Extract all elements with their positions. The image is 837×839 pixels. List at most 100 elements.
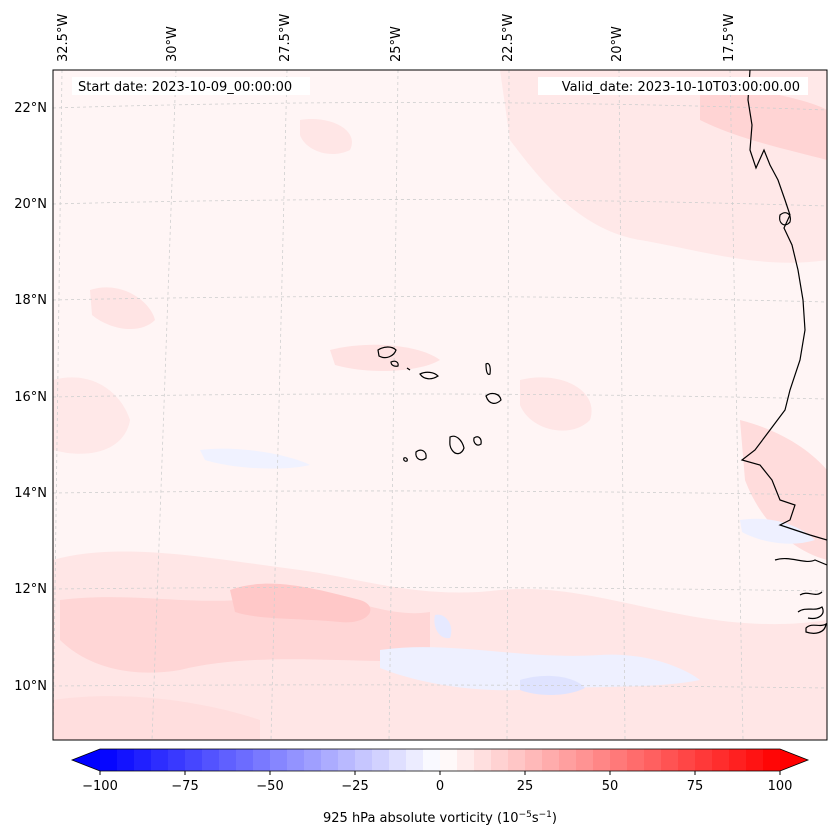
colorbar-tick-label: −50 bbox=[256, 779, 283, 794]
island-boa-vista bbox=[485, 392, 502, 404]
colorbar-cell bbox=[202, 749, 220, 771]
parallel-line bbox=[53, 393, 827, 400]
colorbar-cell bbox=[746, 749, 764, 771]
colorbar-ticks: −100 −75 −50 −25 0 25 50 75 100 bbox=[82, 771, 792, 794]
colorbar-cell bbox=[491, 749, 509, 771]
vorticity-field-blobs bbox=[53, 70, 827, 740]
colorbar-cell bbox=[389, 749, 407, 771]
parallel-line bbox=[53, 199, 827, 207]
map-frame bbox=[52, 69, 828, 741]
colorbar-cell bbox=[338, 749, 356, 771]
island-maio bbox=[473, 436, 482, 446]
lon-label: 30°W bbox=[165, 26, 180, 62]
island-brava bbox=[403, 457, 408, 462]
vorticity-blob-negative bbox=[740, 518, 815, 544]
colorbar-cell bbox=[270, 749, 288, 771]
coastline-islands bbox=[797, 606, 824, 620]
date-header: Start date: 2023-10-09_00:00:00 Valid_da… bbox=[72, 77, 808, 95]
meridian-line bbox=[729, 70, 744, 740]
colorbar-cell bbox=[287, 749, 305, 771]
colorbar-cell bbox=[576, 749, 594, 771]
colorbar-cell bbox=[117, 749, 135, 771]
vorticity-blob-negative bbox=[380, 647, 700, 691]
lon-label: 25°W bbox=[389, 26, 404, 62]
start-date-label: Start date: 2023-10-09_00:00:00 bbox=[78, 80, 292, 95]
vorticity-blob bbox=[700, 80, 827, 160]
island-fogo bbox=[415, 449, 427, 461]
colorbar-cell bbox=[304, 749, 322, 771]
colorbar-cell bbox=[100, 749, 118, 771]
parallel-line bbox=[53, 587, 827, 592]
colorbar-extend-min bbox=[72, 749, 100, 771]
colorbar-label-exponent: −1 bbox=[539, 810, 552, 820]
map-panel bbox=[52, 69, 828, 741]
lon-label: 32.5°W bbox=[56, 14, 71, 62]
lat-label: 22°N bbox=[14, 101, 47, 116]
vorticity-blob bbox=[90, 287, 155, 330]
island-sao-vicente bbox=[390, 360, 399, 367]
coastline-islands bbox=[805, 622, 827, 634]
colorbar-cells bbox=[100, 749, 781, 771]
colorbar-cell bbox=[185, 749, 203, 771]
island-santa-luzia bbox=[406, 367, 411, 371]
colorbar-cell bbox=[508, 749, 526, 771]
colorbar-cell bbox=[644, 749, 662, 771]
colorbar-cell bbox=[168, 749, 186, 771]
meridian-line bbox=[270, 70, 288, 740]
parallel-line bbox=[53, 296, 827, 303]
island-santiago bbox=[449, 435, 465, 455]
colorbar-cell bbox=[525, 749, 543, 771]
meridian-line bbox=[506, 70, 510, 740]
colorbar-tick-label: 100 bbox=[768, 779, 793, 794]
colorbar-label-unit: s bbox=[532, 811, 539, 826]
colorbar-label-exponent: −5 bbox=[519, 810, 532, 820]
lat-label: 18°N bbox=[14, 293, 47, 308]
colorbar-cell bbox=[542, 749, 560, 771]
colorbar-cell bbox=[610, 749, 628, 771]
vorticity-blob bbox=[53, 696, 260, 740]
parallel-line bbox=[53, 102, 827, 111]
colorbar-cell bbox=[253, 749, 271, 771]
colorbar-cell bbox=[559, 749, 577, 771]
lat-label: 20°N bbox=[14, 197, 47, 212]
colorbar-tick-label: 25 bbox=[517, 779, 534, 794]
vorticity-blob bbox=[520, 377, 592, 431]
vorticity-blob-negative bbox=[434, 614, 452, 639]
colorbar-cell bbox=[678, 749, 696, 771]
lon-label: 22.5°W bbox=[501, 14, 516, 62]
lat-label: 16°N bbox=[14, 390, 47, 405]
colorbar-label: 925 hPa absolute vorticity (10−5s−1) bbox=[323, 810, 557, 826]
colorbar-label-close: ) bbox=[552, 811, 557, 826]
meridian-line bbox=[151, 70, 177, 740]
valid-date-box bbox=[538, 77, 808, 95]
colorbar-cell bbox=[661, 749, 679, 771]
lat-label: 14°N bbox=[14, 486, 47, 501]
colorbar-cell bbox=[423, 749, 441, 771]
colorbar-cell bbox=[763, 749, 781, 771]
meridian-line bbox=[53, 70, 63, 740]
lon-label: 27.5°W bbox=[278, 14, 293, 62]
colorbar: −100 −75 −50 −25 0 25 50 75 100 925 hPa absolute… bbox=[70, 748, 810, 826]
colorbar-tick-label: −100 bbox=[82, 779, 118, 794]
colorbar-label-text: 925 hPa absolute vorticity (10 bbox=[323, 811, 519, 826]
colorbar-extend-max bbox=[780, 749, 808, 771]
colorbar-cell bbox=[219, 749, 237, 771]
colorbar-tick-label: −75 bbox=[171, 779, 198, 794]
valid-date-label: Valid_date: 2023-10-10T03:00:00.00 bbox=[562, 80, 800, 95]
vorticity-blob bbox=[300, 119, 352, 155]
colorbar-cell bbox=[457, 749, 475, 771]
meridian-line bbox=[388, 70, 399, 740]
colorbar-cell bbox=[134, 749, 152, 771]
parallel-line bbox=[53, 684, 827, 689]
latitude-labels: 22°N 20°N 18°N 16°N 14°N 12°N 10°N bbox=[14, 101, 47, 694]
colorbar-cell bbox=[355, 749, 373, 771]
colorbar-cell bbox=[627, 749, 645, 771]
island-santo-antao bbox=[377, 346, 397, 359]
colorbar-tick-label: 0 bbox=[436, 779, 444, 794]
graticule bbox=[53, 70, 827, 740]
colorbar-cell bbox=[151, 749, 169, 771]
colorbar-tick-label: −25 bbox=[341, 779, 368, 794]
start-date-box bbox=[72, 77, 310, 95]
west-africa-coastline bbox=[799, 591, 823, 596]
